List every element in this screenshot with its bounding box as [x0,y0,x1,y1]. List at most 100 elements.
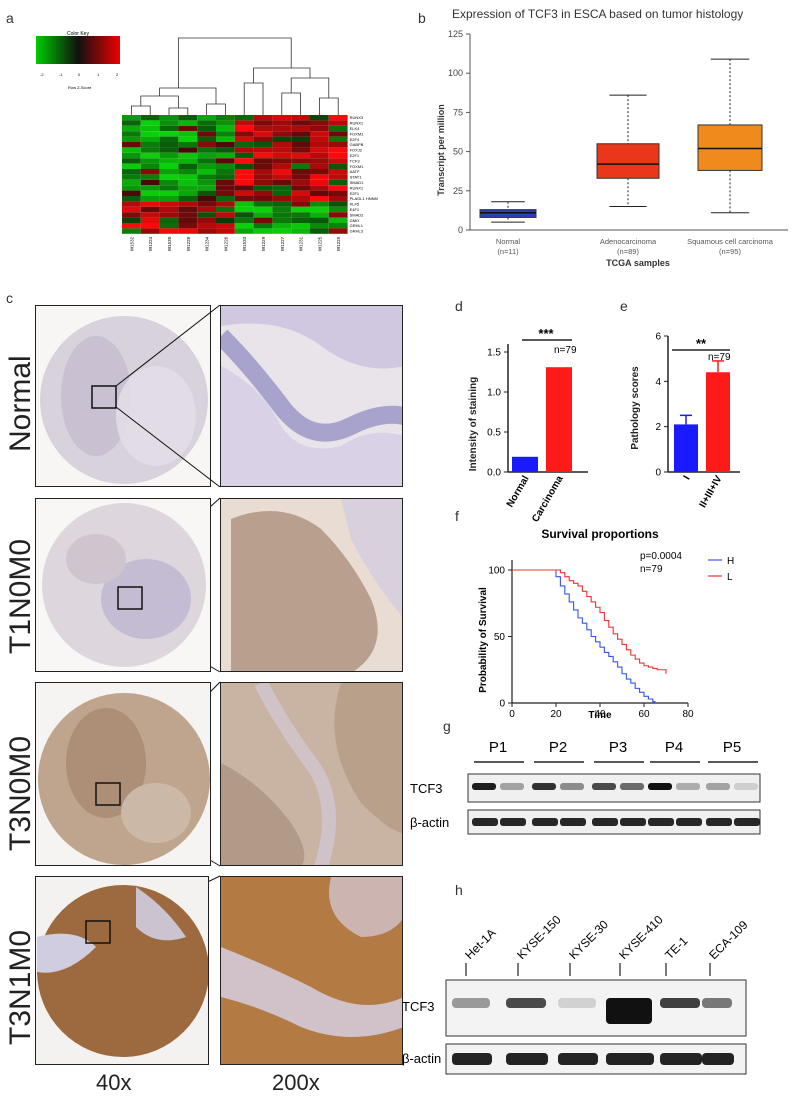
heatmap-cell [291,120,310,126]
heatmap-cell [328,201,348,207]
heatmap-cell [272,190,292,196]
heatmap-cell [140,190,160,196]
heatmap-cell [197,196,216,202]
gene-label: E4F1 [350,207,360,212]
survival-xlabel: Time [588,710,612,720]
ytick-label: 0 [499,699,505,710]
heatmap-cell [234,163,254,169]
heatmap-cell [216,136,235,142]
heatmap-cell [140,142,160,148]
heatmap-cell [253,217,273,223]
heatmap-cell [234,174,254,180]
heatmap-cell [234,190,254,196]
heatmap-cell [272,142,292,148]
heatmap-gene-labels: RUNX3RUNX1ELK4FOXM1E2F4GABPBFOXJ2E2F1TCF… [350,115,378,233]
heatmap-cell [253,169,273,175]
heatmap-cell [310,223,329,229]
panel-g-letter: g [443,718,451,734]
heatmap-cell [197,217,216,223]
heatmap-cell [122,152,141,159]
heatmap-cell [291,169,310,175]
patient-label: P4 [665,739,683,756]
ihc-high-t3n1m0 [220,876,403,1065]
heatmap-cell [328,212,348,218]
heatmap-cell [197,212,216,218]
blot-g-actin-bands [472,818,760,826]
tcf3-band [532,783,556,790]
group-n: (n=89) [617,247,639,256]
heatmap-cell [291,228,310,234]
bar-d-yticks: 0.0 0.5 1.0 1.5 [487,348,508,479]
tcf3-band [506,998,546,1008]
ihc-row-label-t1n0m0: T1N0M0 [4,538,37,654]
ytick-label: 0 [458,225,463,235]
survival-yticks: 0 50 100 [488,566,512,710]
heatmap-cell [159,206,179,213]
heatmap-cell [178,120,198,126]
zoom-box [95,782,121,806]
sample-label: W1226 [223,236,228,251]
heatmap-cell [178,131,198,137]
heatmap-cell [178,206,198,213]
heatmap-cell [272,136,292,142]
tcf3-band [648,783,672,790]
tcf3-band [452,998,490,1008]
heatmap-cell [140,201,160,207]
actin-band [606,1053,654,1065]
heatmap-cell [159,179,179,186]
tissue-core [37,885,208,1057]
heatmap-cell [216,185,235,191]
survival-curve-l [512,569,667,674]
heatmap-cell [197,169,216,175]
heatmap-cell [310,217,329,223]
heatmap-cell [310,185,329,191]
heatmap-cell [328,120,348,126]
heatmap-cell [234,120,254,126]
ytick-label: 2 [655,422,661,433]
heatmap-cell [216,179,235,186]
heatmap-cell [159,201,179,207]
panel-c-letter: c [6,290,13,306]
heatmap-cell [178,163,198,169]
heatmap-cells [122,115,348,234]
heatmap-cell [328,169,348,175]
heatmap-cell [197,201,216,207]
heatmap-cell [291,174,310,180]
heatmap-cell [197,125,216,132]
bar-e-ylabel: Pathology scores [630,366,641,450]
survival-n: n=79 [640,564,663,575]
heatmap-cell [234,169,254,175]
heatmap-cell [234,115,254,121]
heatmap-cell [140,185,160,191]
ytick-label: 6 [655,332,661,343]
color-key-tick: -1 [59,72,63,77]
panel-h-letter: h [455,882,463,898]
tcf3-band [702,998,732,1008]
color-key-tick: -2 [40,72,44,77]
panel-a-letter: a [6,10,14,26]
color-key-tick: 2 [116,72,119,77]
gene-label: SMAD1 [350,180,365,185]
heatmap-cell [234,223,254,229]
heatmap-cell [122,212,141,218]
xtick-label: 0 [509,709,515,720]
heatmap-cell [253,125,273,132]
blot-h-actin-bands [452,1053,734,1065]
bar-chart-e: Pathology scores 0 2 4 6 I II+III+IV ** n=79 [628,314,778,529]
actin-band [472,818,498,826]
heatmap-cell [234,131,254,137]
heatmap-cell [159,131,179,137]
heatmap-cell [234,158,254,164]
ytick-label: 4 [655,377,661,388]
gene-label: GABPB [350,142,364,147]
bar-chart-e-svg: Pathology scores 0 2 4 6 I II+III+IV ** n=79 [630,332,740,510]
gene-label: GRHL3 [350,229,364,234]
cell-line-label: KYSE-150 [514,912,564,962]
actin-band [660,1053,702,1065]
heatmap-cell [122,158,141,164]
actin-band [592,818,618,826]
boxplot-yticks: 0 25 50 75 100 125 [448,29,470,235]
heatmap-cell [159,152,179,159]
heatmap-cell [253,185,273,191]
color-key-tick: 0 [78,72,81,77]
